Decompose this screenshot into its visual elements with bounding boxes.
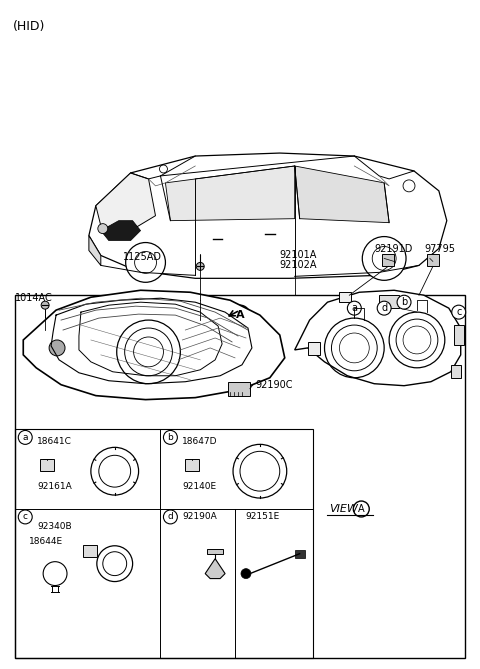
Bar <box>185 460 199 471</box>
Circle shape <box>98 223 108 233</box>
Polygon shape <box>339 292 351 302</box>
Text: 97795: 97795 <box>424 244 455 254</box>
Text: 92340B: 92340B <box>37 522 72 531</box>
Bar <box>295 550 305 558</box>
Text: 92151E: 92151E <box>245 512 279 521</box>
Text: c: c <box>456 307 461 317</box>
Text: a: a <box>351 303 357 313</box>
Polygon shape <box>101 221 141 241</box>
Text: 1125AD: 1125AD <box>123 252 162 262</box>
Polygon shape <box>23 290 285 399</box>
Circle shape <box>196 262 204 270</box>
Polygon shape <box>226 314 236 322</box>
Polygon shape <box>295 166 389 223</box>
Polygon shape <box>205 559 225 579</box>
Circle shape <box>164 430 178 444</box>
Circle shape <box>397 295 411 309</box>
Polygon shape <box>451 365 461 378</box>
Text: 92190A: 92190A <box>182 512 217 521</box>
Polygon shape <box>166 166 295 221</box>
Bar <box>427 254 439 266</box>
Polygon shape <box>89 235 101 266</box>
Text: 92161A: 92161A <box>37 482 72 491</box>
Text: b: b <box>168 433 173 442</box>
Text: A: A <box>236 310 244 320</box>
Bar <box>228 382 250 395</box>
Bar <box>15 295 465 658</box>
Text: 18647D: 18647D <box>182 438 218 446</box>
Circle shape <box>164 510 178 524</box>
Text: A: A <box>358 504 365 514</box>
Text: 92102A: 92102A <box>280 260 317 270</box>
Circle shape <box>348 301 361 315</box>
Text: 18641C: 18641C <box>37 438 72 446</box>
Bar <box>207 549 223 554</box>
Text: 18644E: 18644E <box>29 537 63 546</box>
Circle shape <box>18 430 32 444</box>
Text: 92190C: 92190C <box>255 380 292 390</box>
Polygon shape <box>89 153 447 278</box>
Circle shape <box>126 243 166 282</box>
Circle shape <box>362 237 406 280</box>
Bar <box>382 254 394 266</box>
Circle shape <box>377 301 391 315</box>
Bar <box>15 429 312 658</box>
Text: b: b <box>401 297 407 307</box>
Text: d: d <box>168 512 173 521</box>
Text: c: c <box>23 512 28 521</box>
Text: d: d <box>381 303 387 313</box>
Polygon shape <box>96 173 156 231</box>
Text: VIEW: VIEW <box>329 504 359 514</box>
Text: 1014AC: 1014AC <box>15 293 53 303</box>
Circle shape <box>241 569 251 579</box>
Circle shape <box>41 301 49 309</box>
Text: (HID): (HID) <box>13 20 46 33</box>
Bar <box>83 545 97 557</box>
Text: 92191D: 92191D <box>374 244 413 254</box>
Text: a: a <box>23 433 28 442</box>
Polygon shape <box>379 295 399 308</box>
Text: 92140E: 92140E <box>182 482 216 491</box>
Circle shape <box>49 340 65 356</box>
Polygon shape <box>295 290 461 386</box>
Circle shape <box>18 510 32 524</box>
Polygon shape <box>308 342 320 355</box>
Text: 92101A: 92101A <box>280 250 317 260</box>
Polygon shape <box>454 325 464 345</box>
Bar <box>40 460 54 471</box>
Circle shape <box>452 305 466 319</box>
